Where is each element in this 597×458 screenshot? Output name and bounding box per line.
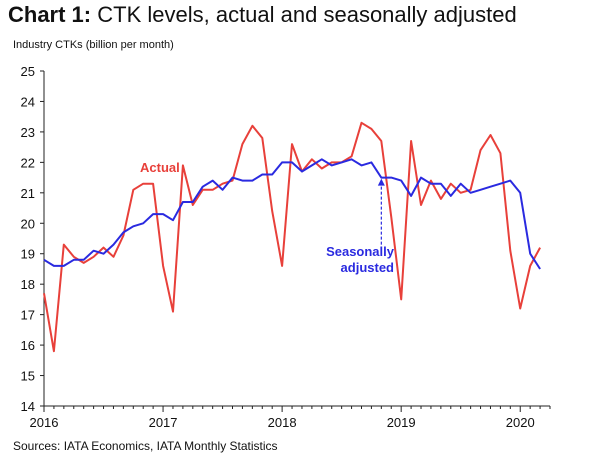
x-tick-label: 2017: [149, 415, 178, 430]
annotation-actual: Actual: [140, 160, 180, 175]
y-tick-label: 16: [21, 338, 35, 353]
annotation-pointer-arrow: [377, 178, 385, 186]
y-tick-label: 15: [21, 369, 35, 384]
y-tick-label: 19: [21, 247, 35, 262]
x-tick-label: 2018: [268, 415, 297, 430]
y-tick-label: 23: [21, 125, 35, 140]
y-tick-label: 21: [21, 186, 35, 201]
chart-title-bold: Chart 1:: [8, 2, 92, 27]
x-tick-label: 2016: [30, 415, 59, 430]
series-line-actual: [43, 121, 541, 353]
axes: 14 15 16 17 18 19 20 21 22 23 24 25 2016 2017 2018 2019…: [21, 64, 551, 430]
y-tick-label: 18: [21, 277, 35, 292]
chart-title-text: CTK levels, actual and seasonally adjust…: [97, 2, 517, 27]
y-tick-label: 25: [21, 64, 35, 79]
y-tick-label: 22: [21, 155, 35, 170]
annotation-adjusted-line: Seasonally: [326, 244, 395, 259]
y-tick-label: 17: [21, 308, 35, 323]
x-tick-label: 2019: [387, 415, 416, 430]
series-line-adjusted: [43, 158, 541, 270]
y-tick-label: 24: [21, 94, 35, 109]
x-tick-label: 2020: [506, 415, 535, 430]
series-group: [43, 121, 541, 353]
y-tick-label: 20: [21, 216, 35, 231]
y-axis-label: Industry CTKs (billion per month): [13, 39, 174, 51]
annotation-adjusted-line: adjusted: [341, 260, 395, 275]
chart-title: Chart 1: CTK levels, actual and seasonal…: [8, 2, 517, 28]
y-tick-label: 14: [21, 399, 35, 414]
source-note: Sources: IATA Economics, IATA Monthly St…: [13, 439, 278, 453]
